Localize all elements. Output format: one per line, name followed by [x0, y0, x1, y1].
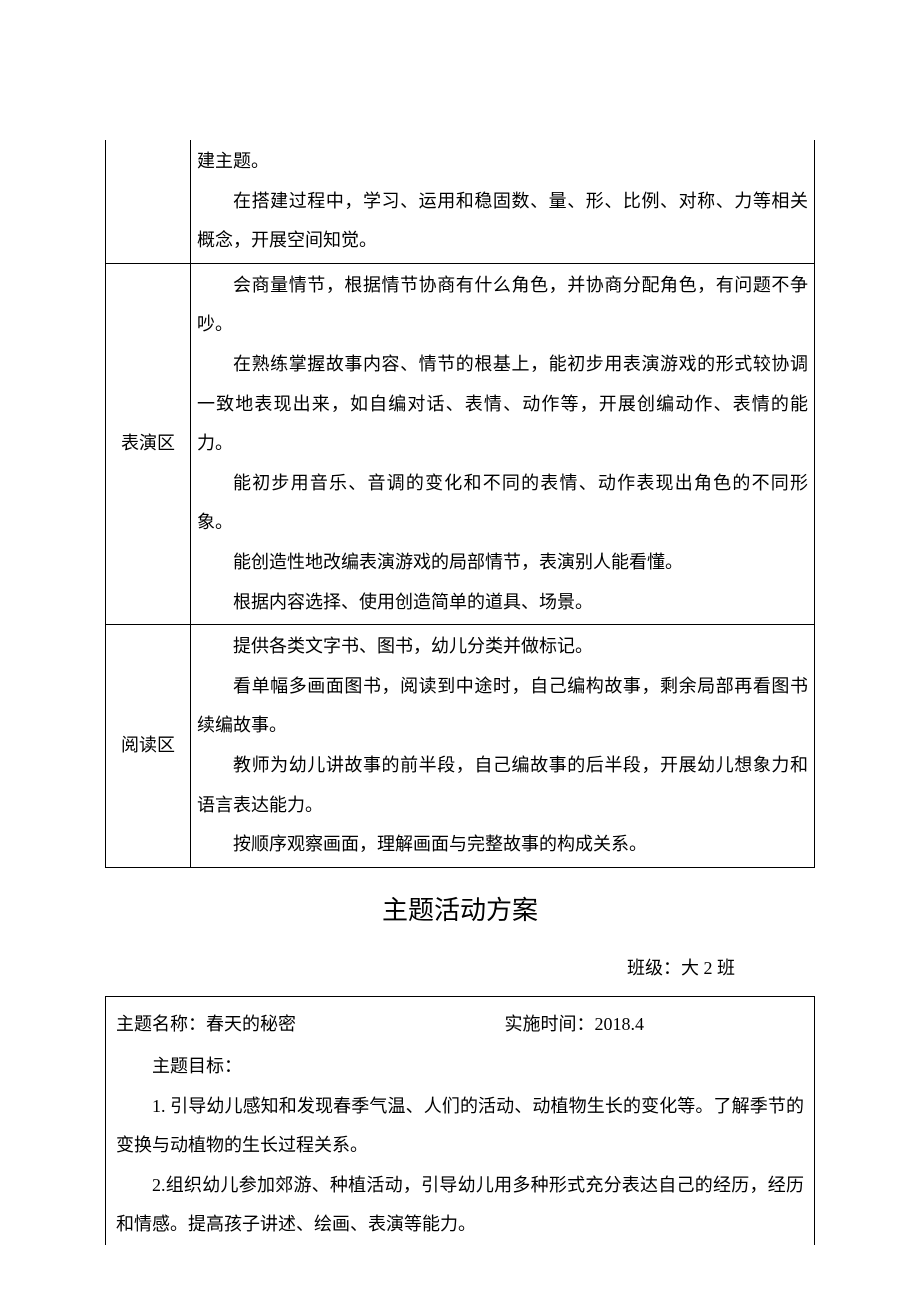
- content-para: 在搭建过程中，学习、运用和稳固数、量、形、比例、对称、力等相关概念，开展空间知觉…: [197, 182, 808, 261]
- content-para: 看单幅多画面图书，阅读到中途时，自己编构故事，剩余局部再看图书续编故事。: [197, 667, 808, 746]
- table-row: 阅读区 提供各类文字书、图书，幼儿分类并做标记。 看单幅多画面图书，阅读到中途时…: [106, 625, 815, 868]
- goal-heading: 主题目标：: [116, 1047, 804, 1087]
- class-info: 班级：大 2 班: [105, 949, 815, 989]
- plan-title: 主题活动方案: [105, 882, 815, 939]
- area-label-cell: 表演区: [106, 263, 191, 624]
- content-para: 提供各类文字书、图书，幼儿分类并做标记。: [197, 627, 808, 667]
- area-label-cell: 阅读区: [106, 625, 191, 868]
- content-para: 会商量情节，根据情节协商有什么角色，并协商分配角色，有问题不争吵。: [197, 266, 808, 345]
- content-para: 能创造性地改编表演游戏的局部情节，表演别人能看懂。: [197, 543, 808, 583]
- content-para: 能初步用音乐、音调的变化和不同的表情、动作表现出角色的不同形象。: [197, 464, 808, 543]
- table-row: 建主题。 在搭建过程中，学习、运用和稳固数、量、形、比例、对称、力等相关概念，开…: [106, 140, 815, 263]
- theme-name: 主题名称：春天的秘密: [116, 1005, 296, 1045]
- impl-time: 实施时间：2018.4: [505, 1005, 805, 1045]
- content-para: 教师为幼儿讲故事的前半段，自己编故事的后半段，开展幼儿想象力和语言表达能力。: [197, 746, 808, 825]
- content-para: 建主题。: [197, 142, 808, 182]
- table-row: 表演区 会商量情节，根据情节协商有什么角色，并协商分配角色，有问题不争吵。 在熟…: [106, 263, 815, 624]
- theme-plan-box: 主题名称：春天的秘密 实施时间：2018.4 主题目标： 1. 引导幼儿感知和发…: [105, 996, 815, 1245]
- content-para: 按顺序观察画面，理解画面与完整故事的构成关系。: [197, 825, 808, 865]
- goal-item: 2.组织幼儿参加郊游、种植活动，引导幼儿用多种形式充分表达自己的经历，经历和情感…: [116, 1166, 804, 1245]
- activity-areas-table: 建主题。 在搭建过程中，学习、运用和稳固数、量、形、比例、对称、力等相关概念，开…: [105, 140, 815, 868]
- area-content-cell: 提供各类文字书、图书，幼儿分类并做标记。 看单幅多画面图书，阅读到中途时，自己编…: [191, 625, 815, 868]
- area-label-cell: [106, 140, 191, 263]
- content-para: 在熟练掌握故事内容、情节的根基上，能初步用表演游戏的形式较协调一致地表现出来，如…: [197, 345, 808, 464]
- theme-header-row: 主题名称：春天的秘密 实施时间：2018.4: [116, 1005, 804, 1045]
- area-content-cell: 会商量情节，根据情节协商有什么角色，并协商分配角色，有问题不争吵。 在熟练掌握故…: [191, 263, 815, 624]
- area-content-cell: 建主题。 在搭建过程中，学习、运用和稳固数、量、形、比例、对称、力等相关概念，开…: [191, 140, 815, 263]
- content-para: 根据内容选择、使用创造简单的道具、场景。: [197, 583, 808, 623]
- goal-item: 1. 引导幼儿感知和发现春季气温、人们的活动、动植物生长的变化等。了解季节的变换…: [116, 1087, 804, 1166]
